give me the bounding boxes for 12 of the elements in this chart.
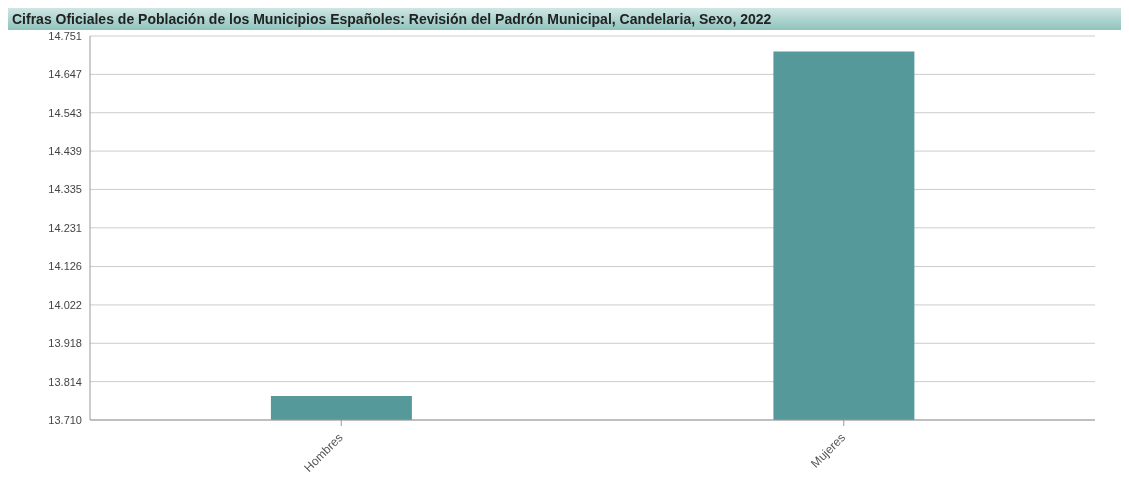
y-tick-label: 14.751 xyxy=(48,29,82,42)
y-tick-label: 14.231 xyxy=(48,221,82,234)
y-tick-label: 13.918 xyxy=(48,337,82,350)
y-tick-label: 13.710 xyxy=(48,413,82,426)
chart-title: Cifras Oficiales de Población de los Municipios Españoles: Revisión del Padrón Municipal, Candelaria, Sexo, 2022 xyxy=(8,8,1121,30)
y-tick-label: 14.647 xyxy=(48,68,82,81)
y-tick-label: 14.335 xyxy=(48,183,82,196)
y-tick-label: 14.022 xyxy=(48,298,82,311)
y-tick-label: 14.439 xyxy=(48,144,82,157)
y-tick-label: 13.814 xyxy=(48,375,82,388)
y-tick-label: 14.126 xyxy=(48,260,82,273)
y-tick-label: 14.543 xyxy=(48,106,82,119)
